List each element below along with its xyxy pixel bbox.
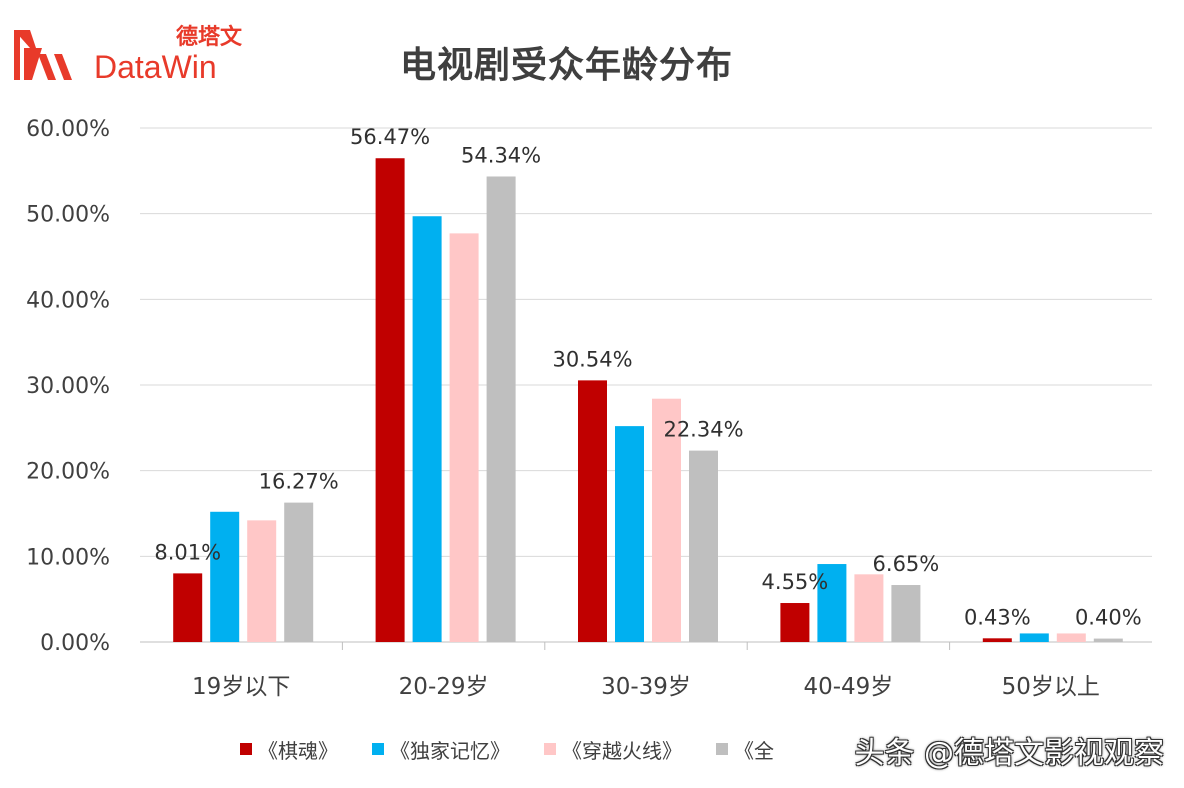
- data-label: 16.27%: [259, 470, 339, 494]
- legend-item: 《全: [716, 735, 774, 764]
- bar: [689, 450, 718, 642]
- x-tick-label: 20-29岁: [399, 674, 489, 700]
- bar: [449, 233, 479, 642]
- bar: [982, 638, 1012, 642]
- data-label: 0.40%: [1075, 606, 1142, 630]
- x-axis-ticks: 19岁以下 20-29岁 30-39岁 40-49岁 50岁以上: [192, 642, 1100, 700]
- legend-swatch: [716, 743, 728, 755]
- logo-text-cn: 德塔文: [176, 24, 243, 50]
- y-tick-label: 0.00%: [40, 631, 110, 656]
- bar: [210, 511, 240, 642]
- x-tick-label: 50岁以上: [1002, 674, 1100, 700]
- bar: [486, 176, 516, 642]
- data-label: 22.34%: [663, 418, 743, 442]
- legend-label: 《独家记忆》: [390, 738, 510, 763]
- bar: [817, 564, 847, 642]
- y-tick-label: 60.00%: [26, 117, 110, 142]
- data-label: 4.55%: [762, 570, 829, 594]
- bar: [1019, 633, 1049, 642]
- chart-title: 电视剧受众年龄分布: [400, 45, 734, 86]
- y-tick-label: 10.00%: [26, 545, 110, 570]
- legend-swatch: [544, 743, 556, 755]
- legend-swatch: [372, 743, 384, 755]
- legend-item: 《棋魂》: [240, 735, 338, 764]
- datawin-logo: 德塔文 DataWin: [14, 24, 243, 85]
- x-tick-label: 40-49岁: [803, 674, 893, 700]
- legend-label: 《穿越火线》: [562, 738, 682, 763]
- data-label: 8.01%: [154, 540, 221, 564]
- data-labels: 8.01% 16.27% 56.47% 54.34% 30.54% 22.34% 4.55%…: [154, 125, 1141, 629]
- logo-mark-icon: [14, 30, 72, 80]
- data-label: 0.43%: [964, 605, 1031, 629]
- data-label: 30.54%: [552, 347, 632, 371]
- y-tick-label: 40.00%: [26, 288, 110, 313]
- bar: [247, 520, 277, 642]
- data-label: 54.34%: [461, 143, 541, 167]
- y-tick-label: 30.00%: [26, 374, 110, 399]
- x-tick-label: 30-39岁: [601, 674, 691, 700]
- bar: [652, 398, 681, 642]
- logo-text-en: DataWin: [94, 49, 217, 85]
- legend-label: 《全: [734, 738, 774, 763]
- bar: [780, 603, 810, 642]
- x-tick-label: 19岁以下: [192, 674, 290, 700]
- bar: [578, 380, 607, 642]
- y-tick-label: 50.00%: [26, 203, 110, 228]
- bar: [891, 585, 921, 642]
- y-tick-label: 20.00%: [26, 460, 110, 485]
- legend-label: 《棋魂》: [258, 738, 338, 763]
- y-axis-ticks: 0.00% 10.00% 20.00% 30.00% 40.00% 50.00% 60.00…: [26, 117, 110, 656]
- data-label: 56.47%: [350, 125, 430, 149]
- watermark: 头条 @德塔文影视观察: [854, 736, 1164, 771]
- bar: [1093, 638, 1123, 642]
- bars: [173, 158, 1123, 642]
- bar: [854, 574, 884, 642]
- bar: [1056, 633, 1086, 642]
- legend-item: 《穿越火线》: [544, 735, 682, 764]
- data-label: 6.65%: [873, 552, 940, 576]
- bar: [615, 426, 644, 642]
- legend-item: 《独家记忆》: [372, 735, 510, 764]
- bar: [412, 216, 442, 642]
- bar: [284, 502, 314, 642]
- legend-swatch: [240, 743, 252, 755]
- bar: [375, 158, 405, 642]
- bar-chart: 0.00% 10.00% 20.00% 30.00% 40.00% 50.00% 60.00…: [26, 117, 1152, 700]
- bar: [173, 573, 203, 642]
- legend: 《棋魂》 《独家记忆》 《穿越火线》 《全: [240, 733, 808, 765]
